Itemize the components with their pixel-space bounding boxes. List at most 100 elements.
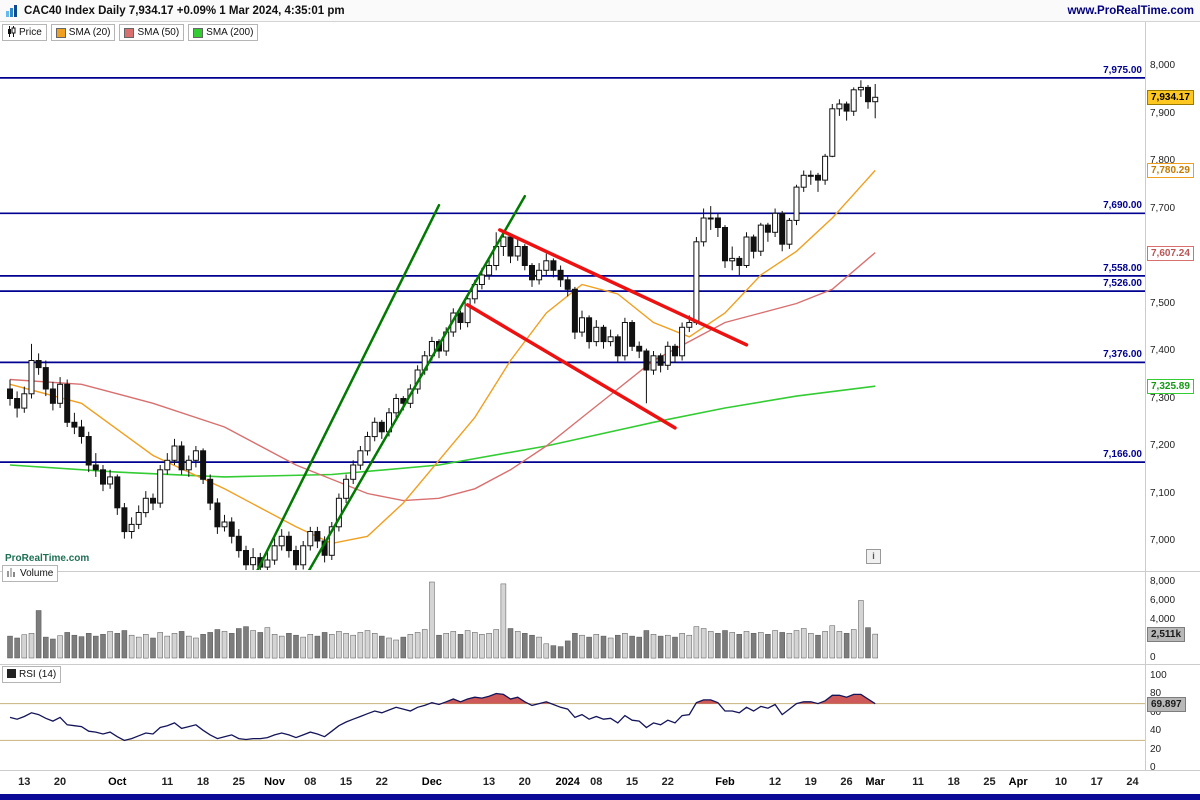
volume-bar (557, 646, 564, 659)
volume-bar (750, 633, 757, 659)
candle-body (536, 269, 543, 281)
legend-label: Price (19, 27, 42, 38)
candle-body (672, 345, 678, 357)
rsi-overbought-fill (796, 701, 818, 704)
volume-bar (50, 638, 56, 659)
candle-body (714, 217, 721, 228)
volume-bar (264, 627, 271, 659)
volume-bar (672, 636, 678, 659)
candle-body (793, 186, 800, 221)
volume-bar (35, 610, 42, 659)
candle-body (378, 421, 385, 433)
volume-bar (71, 634, 78, 659)
bottom-scrollbar[interactable] (0, 794, 1200, 800)
rsi-panel-text: RSI (14) (19, 669, 57, 680)
candle-body (157, 469, 164, 504)
volume-bar (657, 635, 664, 659)
candle-body (200, 450, 207, 480)
volume-bar (150, 637, 156, 659)
candle-body (829, 108, 836, 157)
volume-bar (564, 640, 571, 659)
volume-bar (28, 633, 35, 659)
candle-body (722, 227, 728, 262)
candle-body (600, 326, 607, 343)
website-link[interactable]: www.ProRealTime.com (1067, 4, 1194, 17)
info-button[interactable]: i (866, 549, 881, 564)
candle-body (764, 224, 771, 233)
color-swatch (124, 27, 135, 38)
volume-bar (679, 633, 685, 659)
volume-bar (643, 630, 650, 659)
volume-bar (214, 629, 221, 659)
trendlines-layer (256, 194, 749, 570)
candle-body (550, 260, 557, 271)
volume-bar (772, 630, 778, 659)
candle-body (314, 531, 321, 542)
volume-bar (443, 633, 449, 659)
volume-bar (622, 633, 628, 659)
volume-bar (207, 632, 213, 659)
candle-body (35, 360, 42, 369)
volume-bar (343, 633, 349, 659)
volume-bars-icon (7, 567, 17, 580)
legend-item-price[interactable]: Price (2, 24, 47, 41)
candle-body (836, 103, 843, 110)
volume-bar (379, 635, 385, 659)
volume-bar (600, 635, 607, 659)
volume-bar (786, 633, 793, 659)
volume-bar (271, 634, 278, 659)
candle-body (343, 478, 350, 499)
candle-body (621, 322, 628, 357)
volume-bar (836, 631, 843, 659)
legend-item-sma50[interactable]: SMA (50) (119, 24, 185, 41)
candle-body (636, 345, 643, 352)
volume-bar (100, 634, 106, 659)
sma200-line (9, 385, 876, 478)
volume-bar (450, 631, 457, 659)
volume-bar (522, 633, 528, 659)
legend-item-sma20[interactable]: SMA (20) (50, 24, 116, 41)
volume-bar (722, 630, 728, 659)
volume-bar (665, 634, 671, 659)
candle-body (593, 326, 600, 343)
volume-bar (529, 634, 535, 659)
volume-bar (829, 625, 836, 659)
volume-bar (822, 631, 828, 659)
volume-bar (171, 633, 178, 659)
volume-bar (736, 634, 743, 659)
volume-bar (236, 628, 242, 659)
candle-body (657, 355, 664, 366)
sma20-line (9, 169, 876, 545)
candle-body (371, 421, 378, 438)
volume-bar (550, 645, 557, 659)
volume-bar (686, 634, 693, 659)
legend-item-sma200[interactable]: SMA (200) (188, 24, 259, 41)
volume-bar (228, 633, 235, 659)
volume-panel-label[interactable]: Volume (2, 565, 59, 582)
candle-body (564, 279, 571, 290)
candle-body (807, 174, 814, 177)
candle-body (293, 550, 299, 566)
candle-body (629, 322, 636, 347)
volume-bar (707, 631, 714, 659)
candle-body (557, 269, 564, 281)
volume-bar (479, 634, 485, 659)
volume-bar (421, 629, 428, 659)
candle-body (164, 459, 171, 471)
candle-body (872, 96, 879, 103)
rsi-panel-label[interactable]: RSI (14) (2, 666, 62, 683)
volume-bar (14, 637, 20, 659)
watermark: ProRealTime.com (5, 553, 90, 564)
level-lines-layer (0, 77, 1145, 463)
volume-bar (629, 635, 635, 659)
volume-bar (178, 631, 185, 659)
candle-body (142, 497, 149, 514)
candle-body (350, 464, 357, 480)
candle-body (800, 174, 807, 188)
candle-body (85, 436, 92, 466)
legend-label: SMA (50) (137, 27, 180, 38)
volume-bar (800, 628, 807, 659)
volume-bar (200, 634, 206, 659)
volume-bar (758, 632, 764, 659)
